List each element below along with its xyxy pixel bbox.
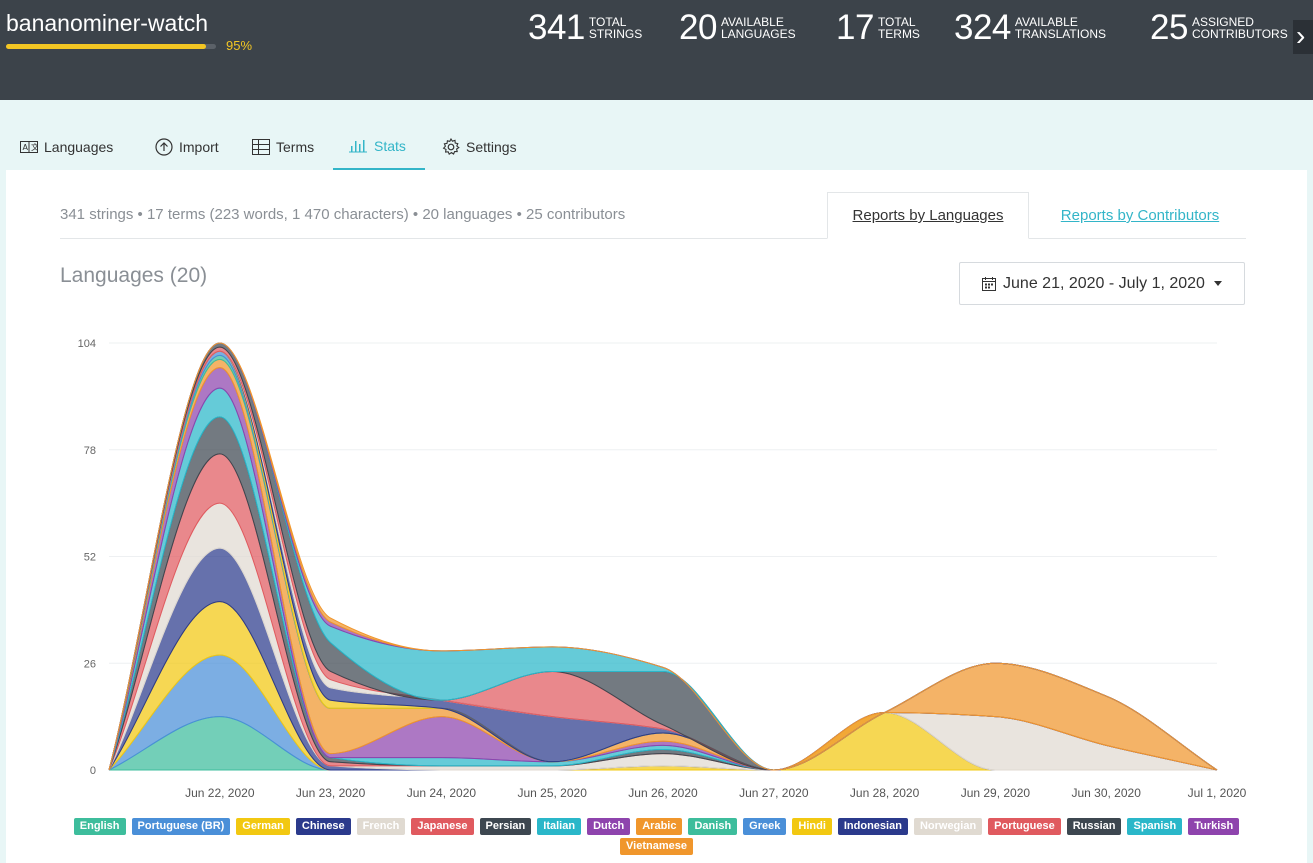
table-icon: [252, 139, 270, 155]
chart-legend: English Portuguese (BR) German Chinese Frenc…: [0, 818, 1313, 858]
legend-item[interactable]: Spanish: [1127, 818, 1183, 835]
calendar-icon: [982, 276, 997, 291]
legend-item[interactable]: English: [73, 818, 126, 835]
progress-fill: [6, 44, 206, 49]
stat-label: AVAILABLE TRANSLATIONS: [1014, 15, 1107, 41]
tab-label: Settings: [466, 139, 517, 155]
legend-item[interactable]: Russian: [1066, 818, 1122, 835]
legend-item[interactable]: German: [236, 818, 290, 835]
stat-available-translations: 324 AVAILABLE TRANSLATIONS: [954, 10, 1106, 46]
tab-terms[interactable]: Terms: [252, 124, 314, 170]
tab-label: Terms: [276, 139, 315, 155]
legend-item[interactable]: Greek: [743, 818, 787, 835]
legend-item[interactable]: Indonesian: [837, 818, 908, 835]
legend-item[interactable]: Vietnamese: [620, 838, 693, 855]
legend-item[interactable]: Turkish: [1188, 818, 1240, 835]
legend-item[interactable]: Italian: [537, 818, 582, 835]
tab-label: Stats: [374, 138, 406, 154]
stat-label: ASSIGNED CONTRIBUTORS: [1191, 15, 1288, 41]
tab-reports-by-languages[interactable]: Reports by Languages: [827, 192, 1029, 239]
y-tick-label: 78: [84, 445, 96, 457]
x-tick-label: Jun 24, 2020: [407, 786, 477, 800]
stat-label: TOTAL STRINGS: [588, 15, 643, 41]
stat-label: AVAILABLE LANGUAGES: [720, 15, 796, 41]
legend-item[interactable]: Arabic: [636, 818, 683, 835]
date-range-value: June 21, 2020 - July 1, 2020: [1003, 274, 1205, 292]
chevron-right-icon[interactable]: ›: [1293, 20, 1313, 54]
stat-value: 341: [528, 8, 585, 47]
upload-icon: [155, 138, 173, 156]
tab-reports-by-contributors[interactable]: Reports by Contributors: [1060, 207, 1220, 224]
legend-item[interactable]: Chinese: [295, 818, 351, 835]
x-tick-label: Jun 29, 2020: [961, 786, 1031, 800]
x-tick-label: Jul 1, 2020: [1188, 786, 1247, 800]
project-summary: 341 strings • 17 terms (223 words, 1 470…: [60, 206, 626, 223]
y-tick-label: 52: [84, 552, 96, 564]
gear-icon: [442, 138, 460, 156]
stat-total-terms: 17 TOTAL TERMS: [836, 10, 920, 46]
stat-value: 324: [954, 8, 1011, 47]
progress-percent: 95%: [226, 38, 253, 53]
x-tick-label: Jun 27, 2020: [739, 786, 809, 800]
top-bar: bananominer-watch 95% 341 TOTAL STRINGS 2…: [0, 0, 1313, 100]
svg-text:文: 文: [31, 142, 38, 152]
x-tick-label: Jun 22, 2020: [185, 786, 255, 800]
legend-item[interactable]: Portuguese: [988, 818, 1061, 835]
section-title: Languages (20): [60, 264, 208, 287]
legend-item[interactable]: French: [356, 818, 406, 835]
stat-label: TOTAL TERMS: [877, 15, 920, 41]
tab-stats[interactable]: Stats: [333, 124, 425, 170]
tab-label: Import: [179, 139, 219, 155]
tab-settings[interactable]: Settings: [442, 124, 517, 170]
x-tick-label: Jun 25, 2020: [517, 786, 587, 800]
stat-total-strings: 341 TOTAL STRINGS: [528, 10, 642, 46]
stat-value: 17: [836, 8, 874, 47]
y-tick-label: 104: [78, 338, 96, 350]
stat-value: 20: [679, 8, 717, 47]
report-tabs: Reports by Languages Reports by Contribu…: [60, 192, 1246, 239]
legend-item[interactable]: Hindi: [792, 818, 832, 835]
chevron-down-icon: [1213, 281, 1222, 286]
stat-value: 25: [1150, 8, 1188, 47]
bar-chart-icon: [348, 139, 368, 153]
x-tick-label: Jun 26, 2020: [628, 786, 698, 800]
stat-available-languages: 20 AVAILABLE LANGUAGES: [679, 10, 796, 46]
y-tick-label: 26: [84, 658, 96, 670]
stat-assigned-contributors: 25 ASSIGNED CONTRIBUTORS: [1150, 10, 1288, 46]
tab-import[interactable]: Import: [155, 124, 219, 170]
y-tick-label: 0: [90, 765, 96, 777]
project-progress-bar: [6, 44, 216, 49]
project-name: bananominer-watch: [6, 10, 209, 36]
legend-item[interactable]: Norwegian: [913, 818, 983, 835]
area-series-vietnamese[interactable]: [108, 342, 1218, 771]
x-tick-label: Jun 30, 2020: [1071, 786, 1141, 800]
legend-item[interactable]: Persian: [479, 818, 532, 835]
tab-label: Languages: [44, 139, 114, 155]
legend-item[interactable]: Danish: [688, 818, 738, 835]
svg-text:A: A: [23, 143, 29, 152]
x-tick-label: Jun 28, 2020: [850, 786, 920, 800]
legend-item[interactable]: Japanese: [411, 818, 474, 835]
legend-item[interactable]: Portuguese (BR): [131, 818, 231, 835]
x-tick-label: Jun 23, 2020: [296, 786, 366, 800]
legend-item[interactable]: Dutch: [587, 818, 631, 835]
date-range-picker[interactable]: June 21, 2020 - July 1, 2020: [959, 262, 1245, 305]
